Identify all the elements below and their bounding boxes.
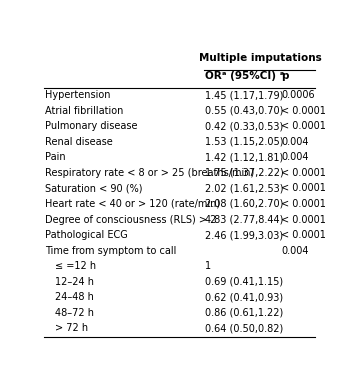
Text: 4.83 (2.77,8.44): 4.83 (2.77,8.44): [205, 214, 284, 225]
Text: Degree of consciousness (RLS) > 2: Degree of consciousness (RLS) > 2: [45, 214, 217, 225]
Text: 1: 1: [205, 261, 211, 271]
Text: Pathological ECG: Pathological ECG: [45, 230, 128, 240]
Text: 0.0006: 0.0006: [281, 90, 315, 100]
Text: Atrial fibrillation: Atrial fibrillation: [45, 106, 124, 116]
Text: < 0.0001: < 0.0001: [281, 214, 326, 225]
Text: 12–24 h: 12–24 h: [55, 276, 93, 286]
Text: Respiratory rate < 8 or > 25 (breaths/min): Respiratory rate < 8 or > 25 (breaths/mi…: [45, 168, 254, 178]
Text: Saturation < 90 (%): Saturation < 90 (%): [45, 184, 142, 194]
Text: < 0.0001: < 0.0001: [281, 106, 326, 116]
Text: > 72 h: > 72 h: [55, 323, 88, 333]
Text: 0.69 (0.41,1.15): 0.69 (0.41,1.15): [205, 276, 283, 286]
Text: < 0.0001: < 0.0001: [281, 230, 326, 240]
Text: < 0.0001: < 0.0001: [281, 122, 326, 131]
Text: < 0.0001: < 0.0001: [281, 199, 326, 209]
Text: Heart rate < 40 or > 120 (rate/min): Heart rate < 40 or > 120 (rate/min): [45, 199, 220, 209]
Text: 2.46 (1.99,3.03): 2.46 (1.99,3.03): [205, 230, 283, 240]
Text: p: p: [281, 72, 289, 81]
Text: 1.75 (1.37,2.22): 1.75 (1.37,2.22): [205, 168, 284, 178]
Text: 48–72 h: 48–72 h: [55, 308, 93, 317]
Text: 0.004: 0.004: [281, 137, 309, 147]
Text: 0.86 (0.61,1.22): 0.86 (0.61,1.22): [205, 308, 284, 317]
Text: Renal disease: Renal disease: [45, 137, 113, 147]
Text: 24–48 h: 24–48 h: [55, 292, 93, 302]
Text: 0.42 (0.33,0.53): 0.42 (0.33,0.53): [205, 122, 284, 131]
Text: 1.53 (1.15,2.05): 1.53 (1.15,2.05): [205, 137, 284, 147]
Text: Hypertension: Hypertension: [45, 90, 111, 100]
Text: 0.004: 0.004: [281, 245, 309, 256]
Text: < 0.0001: < 0.0001: [281, 184, 326, 194]
Text: ≤ =12 h: ≤ =12 h: [55, 261, 96, 271]
Text: 2.02 (1.61,2.53): 2.02 (1.61,2.53): [205, 184, 284, 194]
Text: 1.42 (1.12,1.81): 1.42 (1.12,1.81): [205, 153, 284, 163]
Text: Time from symptom to call: Time from symptom to call: [45, 245, 176, 256]
Text: ORᵃ (95%CI) ᵃ: ORᵃ (95%CI) ᵃ: [205, 72, 285, 81]
Text: Pulmonary disease: Pulmonary disease: [45, 122, 138, 131]
Text: 0.55 (0.43,0.70): 0.55 (0.43,0.70): [205, 106, 284, 116]
Text: 0.64 (0.50,0.82): 0.64 (0.50,0.82): [205, 323, 284, 333]
Text: < 0.0001: < 0.0001: [281, 168, 326, 178]
Text: 1.45 (1.17,1.79): 1.45 (1.17,1.79): [205, 90, 284, 100]
Text: Pain: Pain: [45, 153, 66, 163]
Text: 0.62 (0.41,0.93): 0.62 (0.41,0.93): [205, 292, 283, 302]
Text: Multiple imputations: Multiple imputations: [199, 53, 321, 63]
Text: 2.08 (1.60,2.70): 2.08 (1.60,2.70): [205, 199, 284, 209]
Text: 0.004: 0.004: [281, 153, 309, 163]
